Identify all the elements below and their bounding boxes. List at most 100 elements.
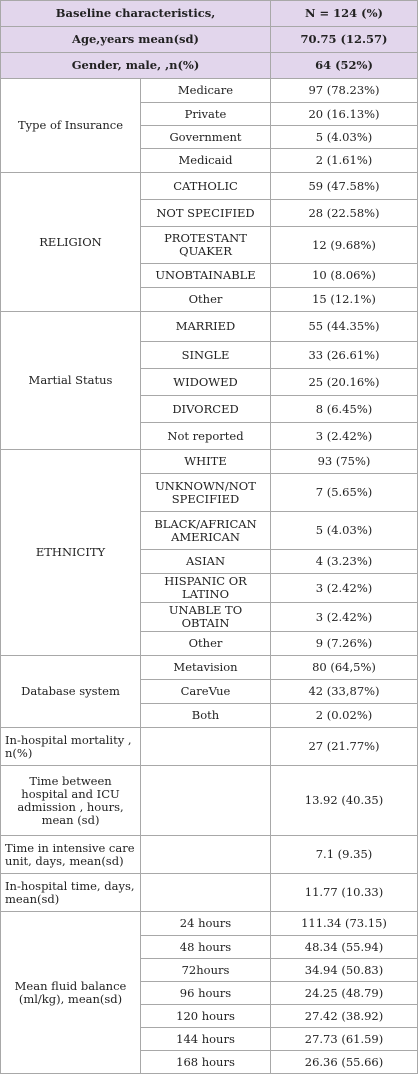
value-cell: 5 (4.03%) (270, 125, 418, 149)
value-cell: 80 (64,5%) (270, 655, 418, 680)
empty-cell (140, 873, 271, 912)
admission-time-row: Time between hospital and ICU admission … (0, 765, 418, 836)
category-cell: Other (140, 287, 271, 312)
value-cell: 111.34 (73.15) (270, 911, 418, 936)
category-cell: 144 hours (140, 1027, 271, 1051)
hospital-time-row: In-hospital time, days, mean(sd) 11.77 (… (0, 873, 418, 912)
table-row: Medicaid 2 (1.61%) (1, 148, 418, 173)
admission-time-label: Time between hospital and ICU admission … (0, 765, 141, 836)
table-row: Private 20 (16.13%) (1, 102, 418, 126)
category-cell: UNKNOWN/NOT SPECIFIED (140, 473, 271, 512)
value-cell: 7 (5.65%) (270, 473, 418, 512)
value-cell: 97 (78.23%) (270, 78, 418, 103)
value-cell: 8 (6.45%) (270, 395, 418, 423)
category-cell: Medicaid (140, 148, 271, 173)
value-cell: 27.73 (61.59) (270, 1027, 418, 1051)
mortality-label: In-hospital mortality , n(%) (0, 727, 141, 766)
table-row: HISPANIC OR LATINO 3 (2.42%) (1, 573, 418, 603)
hospital-time-value: 11.77 (10.33) (270, 873, 418, 912)
category-cell: Both (140, 703, 271, 728)
table-row: Mean fluid balance (ml/kg), mean(sd) 24 … (0, 911, 418, 1074)
value-cell: 3 (2.42%) (270, 602, 418, 632)
value-cell: 3 (2.42%) (270, 422, 418, 450)
icu-time-label: Time in intensive care unit, days, mean(… (0, 835, 141, 874)
category-cell: DIVORCED (140, 395, 271, 423)
category-cell: Not reported (140, 422, 271, 450)
category-cell: 72hours (140, 958, 271, 982)
category-cell: ASIAN (140, 549, 271, 574)
value-cell: 20 (16.13%) (270, 102, 418, 126)
icu-time-value: 7.1 (9.35) (270, 835, 418, 874)
icu-time-row: Time in intensive care unit, days, mean(… (0, 835, 418, 874)
table-row: Government 5 (4.03%) (1, 125, 418, 149)
category-cell: UNABLE TO OBTAIN (140, 602, 271, 632)
empty-cell (140, 765, 271, 836)
value-cell: 34.94 (50.83) (270, 958, 418, 982)
table-row: DIVORCED 8 (6.45%) (1, 395, 418, 423)
value-cell: 59 (47.58%) (270, 172, 418, 200)
category-cell: Private (140, 102, 271, 126)
header-label: Baseline characteristics, (0, 0, 271, 27)
value-cell: 9 (7.26%) (270, 631, 418, 656)
value-cell: 42 (33,87%) (270, 679, 418, 704)
age-row: Age,years mean(sd) 70.75 (12.57) (0, 26, 418, 53)
gender-value: 64 (52%) (270, 52, 418, 79)
category-cell: 120 hours (140, 1004, 271, 1028)
category-cell: Metavision (140, 655, 271, 680)
insurance-label: Type of Insurance (0, 78, 141, 173)
mortality-row: In-hospital mortality , n(%) 27 (21.77%) (0, 727, 418, 766)
table-row: 144 hours 27.73 (61.59) (1, 1027, 418, 1051)
table-row: RELIGION CATHOLIC 59 (47.58%) (0, 172, 418, 312)
category-cell: 168 hours (140, 1050, 271, 1074)
table-row: Both 2 (0.02%) (1, 703, 418, 728)
value-cell: 48.34 (55.94) (270, 935, 418, 959)
gender-row: Gender, male, ,n(%) 64 (52%) (0, 52, 418, 79)
value-cell: 15 (12.1%) (270, 287, 418, 312)
value-cell: 93 (75%) (270, 449, 418, 474)
category-cell: Other (140, 631, 271, 656)
table-row: 72hours 34.94 (50.83) (1, 958, 418, 982)
marital-label: Martial Status (0, 311, 141, 450)
admission-time-value: 13.92 (40.35) (270, 765, 418, 836)
category-cell: SINGLE (140, 341, 271, 369)
category-cell: 96 hours (140, 981, 271, 1005)
category-cell: BLACK/AFRICAN AMERICAN (140, 511, 271, 550)
category-cell: PROTESTANT QUAKER (140, 226, 271, 264)
table-row: NOT SPECIFIED 28 (22.58%) (1, 199, 418, 227)
header-value: N = 124 (%) (270, 0, 418, 27)
table-row: UNOBTAINABLE 10 (8.06%) (1, 263, 418, 288)
category-cell: MARRIED (140, 311, 271, 342)
category-cell: HISPANIC OR LATINO (140, 573, 271, 603)
table-row: Database system Metavision 80 (64,5%) (0, 655, 418, 728)
ethnicity-label: ETHNICITY (0, 449, 141, 656)
value-cell: 5 (4.03%) (270, 511, 418, 550)
value-cell: 28 (22.58%) (270, 199, 418, 227)
hospital-time-label: In-hospital time, days, mean(sd) (0, 873, 141, 912)
mortality-value: 27 (21.77%) (270, 727, 418, 766)
table-row: PROTESTANT QUAKER 12 (9.68%) (1, 226, 418, 264)
category-cell: 48 hours (140, 935, 271, 959)
gender-label: Gender, male, ,n(%) (0, 52, 271, 79)
value-cell: 12 (9.68%) (270, 226, 418, 264)
category-cell: NOT SPECIFIED (140, 199, 271, 227)
category-cell: WIDOWED (140, 368, 271, 396)
table-row: 120 hours 27.42 (38.92) (1, 1004, 418, 1028)
category-cell: UNOBTAINABLE (140, 263, 271, 288)
religion-label: RELIGION (0, 172, 141, 312)
database-label: Database system (0, 655, 141, 728)
empty-cell (140, 835, 271, 874)
table-row: ETHNICITY WHITE 93 (75%) (0, 449, 418, 656)
value-cell: 55 (44.35%) (270, 311, 418, 342)
category-cell: CareVue (140, 679, 271, 704)
header-row: Baseline characteristics, N = 124 (%) (0, 0, 418, 27)
empty-cell (140, 727, 271, 766)
table-row: Martial Status MARRIED 55 (44.35%) (0, 311, 418, 450)
category-cell: 24 hours (140, 911, 271, 936)
table-row: SINGLE 33 (26.61%) (1, 341, 418, 369)
table-row: BLACK/AFRICAN AMERICAN 5 (4.03%) (1, 511, 418, 550)
table-row: Type of Insurance Medicare 97 (78.23%) (0, 78, 418, 173)
value-cell: 4 (3.23%) (270, 549, 418, 574)
category-cell: Medicare (140, 78, 271, 103)
value-cell: 2 (0.02%) (270, 703, 418, 728)
value-cell: 27.42 (38.92) (270, 1004, 418, 1028)
